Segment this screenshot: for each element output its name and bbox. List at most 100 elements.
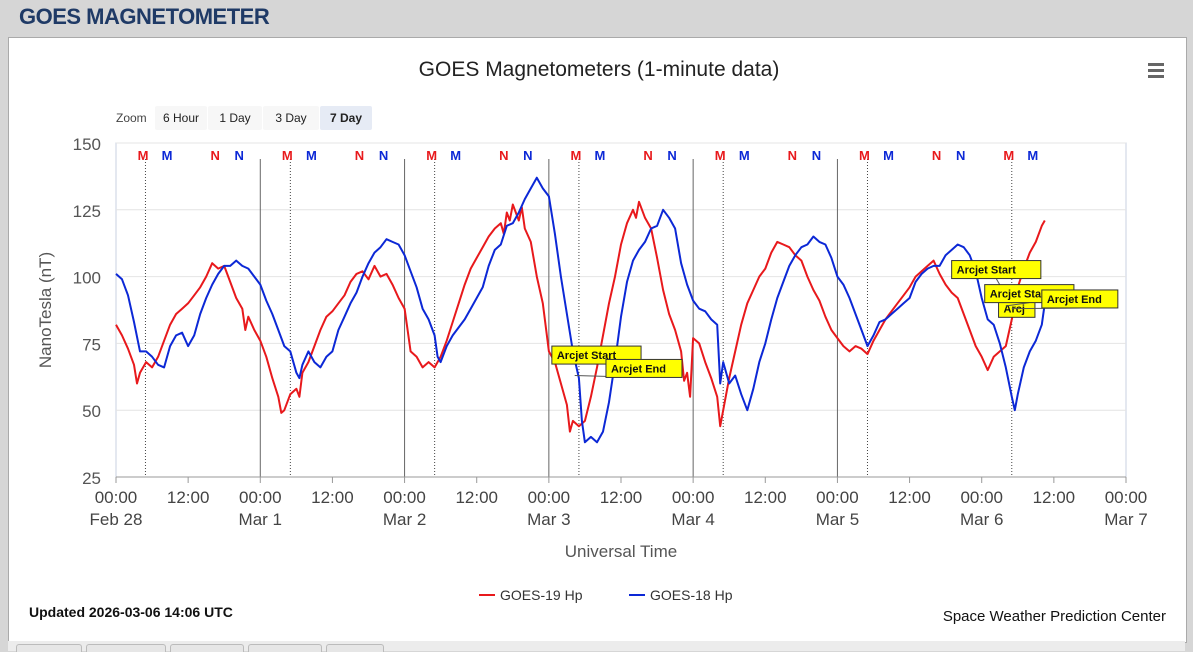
annotation-label: Arcjet Start (957, 265, 1017, 277)
zoom-button-7-day[interactable]: 7 Day (320, 106, 372, 130)
eclipse-marker-label: N (499, 148, 508, 163)
zoom-button-3-day[interactable]: 3 Day (263, 106, 319, 130)
annotation-box (951, 260, 1042, 280)
eclipse-marker-label: M (883, 148, 894, 163)
zoom-button-1-day[interactable]: 1 Day (208, 106, 262, 130)
legend-item[interactable]: GOES-19 Hp (479, 587, 583, 603)
y-tick-label: 50 (82, 402, 101, 421)
series-line-goes-19-hp (115, 200, 1046, 433)
eclipse-marker-label: N (211, 148, 220, 163)
eclipse-marker-label: N (379, 148, 388, 163)
x-tick-time-label: 00:00 (672, 488, 715, 507)
zoom-button-6-hour[interactable]: 6 Hour (155, 106, 207, 130)
annotation-connector (1005, 302, 1030, 307)
y-axis-title: NanoTesla (nT) (36, 252, 55, 368)
eclipse-marker-label: M (859, 148, 870, 163)
x-tick-time-label: 12:00 (311, 488, 354, 507)
eclipse-marker-label: N (788, 148, 797, 163)
legend-label: GOES-19 Hp (500, 587, 583, 603)
menu-button[interactable] (1142, 58, 1170, 82)
annotation-label: Arcjet End (1047, 294, 1102, 306)
eclipse-marker-label: M (162, 148, 173, 163)
x-tick-date-label: Mar 4 (671, 510, 714, 529)
bottom-tab[interactable] (16, 644, 82, 652)
zoom-button-label: 7 Day (330, 111, 362, 125)
eclipse-marker-label: M (282, 148, 293, 163)
bottom-tab[interactable] (170, 644, 244, 652)
x-tick-time-label: 12:00 (744, 488, 787, 507)
annotation-box (1041, 289, 1119, 309)
annotation-label: Arcjet Start (990, 289, 1050, 301)
eclipse-marker-label: N (643, 148, 652, 163)
eclipse-marker-label: M (426, 148, 437, 163)
eclipse-marker-label: N (956, 148, 965, 163)
x-tick-time-label: 12:00 (455, 488, 498, 507)
eclipse-marker-label: N (932, 148, 941, 163)
chart-title: GOES Magnetometers (1-minute data) (419, 58, 780, 81)
annotation-box (605, 358, 683, 378)
annotation-label: Arcjet End (611, 363, 666, 375)
eclipse-marker-label: M (450, 148, 461, 163)
zoom-button-label: 1 Day (219, 111, 250, 125)
credit-text: Space Weather Prediction Center (943, 608, 1166, 625)
eclipse-marker-label: N (812, 148, 821, 163)
bottom-tab-strip (8, 641, 1185, 651)
annotation-label: Arcj (1004, 303, 1025, 315)
bottom-tab[interactable] (326, 644, 384, 652)
bottom-tab[interactable] (86, 644, 166, 652)
eclipse-marker-label: N (523, 148, 532, 163)
eclipse-marker-label: M (570, 148, 581, 163)
x-axis-title: Universal Time (565, 542, 677, 561)
x-tick-date-label: Mar 5 (816, 510, 859, 529)
x-tick-time-label: 00:00 (528, 488, 571, 507)
x-tick-date-label: Mar 7 (1104, 510, 1147, 529)
plot-area (115, 142, 1127, 478)
arcjet-annotation: Arcjet Start (951, 260, 1042, 296)
eclipse-marker-label: M (715, 148, 726, 163)
x-tick-time-label: 12:00 (1033, 488, 1076, 507)
zoom-label: Zoom (116, 111, 147, 125)
series-line-goes-18-hp (115, 176, 1046, 444)
eclipse-marker-label: N (355, 148, 364, 163)
x-tick-time-label: 00:00 (816, 488, 859, 507)
eclipse-marker-label: M (739, 148, 750, 163)
x-tick-time-label: 12:00 (600, 488, 643, 507)
eclipse-marker-label: N (235, 148, 244, 163)
arcjet-annotation: Arcjet End (1011, 289, 1119, 310)
page-header: GOES MAGNETOMETER (0, 0, 1193, 36)
x-tick-date-label: Mar 6 (960, 510, 1003, 529)
x-tick-time-label: 12:00 (888, 488, 931, 507)
y-tick-label: 75 (82, 335, 101, 354)
page-title: GOES MAGNETOMETER (19, 4, 270, 29)
y-tick-label: 25 (82, 469, 101, 488)
x-tick-date-label: Mar 1 (239, 510, 282, 529)
y-tick-label: 150 (73, 135, 101, 154)
x-tick-date-label: Mar 2 (383, 510, 426, 529)
x-tick-time-label: 00:00 (95, 488, 138, 507)
x-tick-date-label: Mar 3 (527, 510, 570, 529)
x-tick-time-label: 12:00 (167, 488, 210, 507)
zoom-button-label: 3 Day (275, 111, 306, 125)
bottom-tab[interactable] (248, 644, 322, 652)
magnetometer-chart: GOES Magnetometers (1-minute data) Zoom … (29, 58, 1170, 625)
arcjet-annotation: Arcjet End (574, 358, 683, 378)
legend-label: GOES-18 Hp (650, 587, 733, 603)
eclipse-marker-label: M (306, 148, 317, 163)
annotation-label: Arcjet Start (557, 350, 617, 362)
updated-timestamp: Updated 2026-03-06 14:06 UTC (29, 604, 233, 620)
y-tick-label: 100 (73, 269, 101, 288)
eclipse-marker-label: M (595, 148, 606, 163)
x-tick-time-label: 00:00 (383, 488, 426, 507)
y-tick-label: 125 (73, 202, 101, 221)
eclipse-marker-label: M (1003, 148, 1014, 163)
eclipse-marker-label: M (1027, 148, 1038, 163)
chart-panel: GOES Magnetometers (1-minute data) Zoom … (8, 37, 1187, 643)
x-tick-time-label: 00:00 (1105, 488, 1148, 507)
x-tick-time-label: 00:00 (960, 488, 1003, 507)
zoom-button-label: 6 Hour (163, 111, 199, 125)
hamburger-menu-icon (1148, 63, 1164, 78)
x-tick-date-label: Feb 28 (90, 510, 143, 529)
legend-item[interactable]: GOES-18 Hp (629, 587, 733, 603)
x-tick-time-label: 00:00 (239, 488, 282, 507)
eclipse-marker-label: N (667, 148, 676, 163)
